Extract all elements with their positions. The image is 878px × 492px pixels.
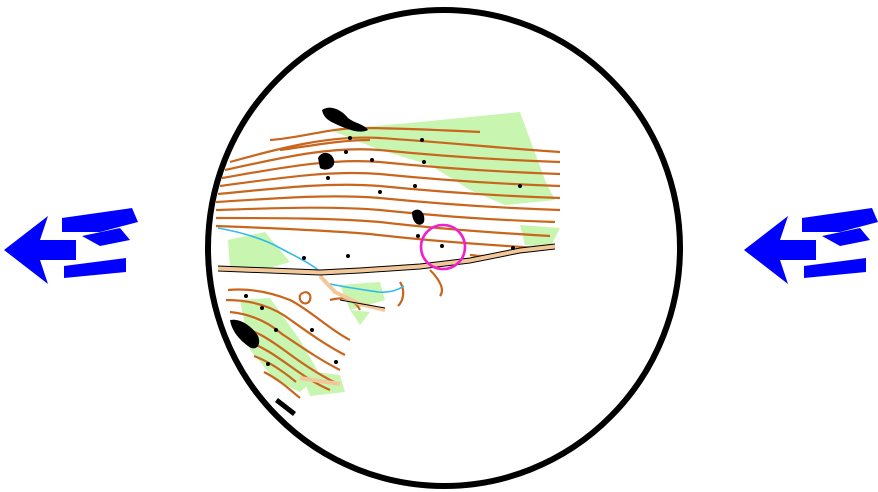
previous-map-button[interactable] xyxy=(4,206,140,286)
road-edges xyxy=(217,243,556,309)
tracks xyxy=(217,243,556,386)
map-frame xyxy=(205,7,683,489)
contour-lines xyxy=(215,126,561,399)
cliff-features xyxy=(230,107,522,416)
next-map-button[interactable] xyxy=(744,206,878,286)
blue-double-arrow-left-icon xyxy=(4,208,138,284)
water-features xyxy=(217,227,405,293)
orienteering-map xyxy=(215,107,561,416)
control-circle xyxy=(419,223,467,271)
blue-double-arrow-left-icon xyxy=(744,208,878,284)
